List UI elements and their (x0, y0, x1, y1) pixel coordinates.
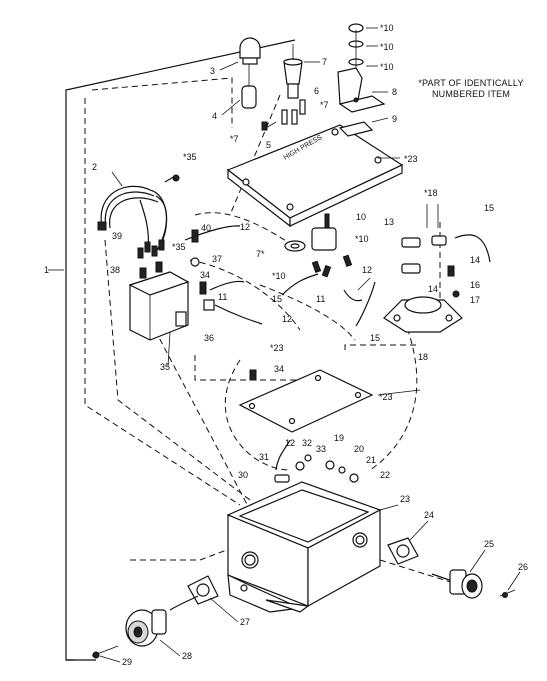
callout-6: 6 (314, 86, 319, 96)
callout-28: 28 (182, 651, 192, 661)
terminal-lugs (262, 100, 305, 130)
callout-7d: 7* (256, 249, 265, 259)
callout-20: 20 (354, 444, 364, 454)
callout-12a: 12 (240, 222, 250, 232)
callout-11b: 11 (316, 294, 325, 304)
callout-13: 13 (384, 217, 394, 227)
callout-4: 4 (212, 111, 217, 121)
callout-35b: *35 (172, 242, 186, 252)
callout-10c: *10 (380, 62, 394, 72)
callout-7a: 7 (322, 57, 327, 67)
callout-23a: *23 (404, 154, 418, 164)
callout-26: 26 (518, 562, 528, 572)
callout-37: 37 (212, 254, 222, 264)
switch-body (284, 44, 302, 98)
callout-34b: 34 (274, 364, 284, 374)
callout-12d: 12 (285, 438, 295, 448)
callout-35a: *35 (183, 152, 197, 162)
callout-35c: 35 (160, 362, 170, 372)
callout-8: 8 (392, 87, 397, 97)
callout-16: 16 (470, 280, 480, 290)
connector-right (432, 570, 515, 598)
callout-17: 17 (470, 295, 480, 305)
callout-10d: 10 (356, 212, 366, 222)
callout-19: 19 (334, 433, 344, 443)
indicator-lamp (240, 38, 260, 108)
callout-39: 39 (112, 231, 122, 241)
relay (130, 262, 188, 340)
gasket-right (388, 538, 418, 564)
callout-9: 9 (392, 114, 397, 124)
callout-23c: *23 (379, 392, 393, 402)
left-hoses (185, 226, 262, 324)
callout-1: 1 (44, 265, 49, 275)
mounting-bracket (338, 68, 384, 112)
callout-24: 24 (424, 510, 434, 520)
callout-7c: *7 (320, 100, 329, 110)
callout-10a: *10 (380, 23, 394, 33)
callout-23b: *23 (270, 343, 284, 353)
callout-12c: 12 (282, 314, 292, 324)
callout-33: 33 (316, 444, 326, 454)
hardware-stack-10 (349, 24, 363, 75)
callout-27: 27 (240, 617, 250, 627)
callout-3: 3 (210, 66, 215, 76)
callout-14a: 14 (470, 255, 480, 265)
callout-38: 38 (110, 265, 120, 275)
callout-10f: *10 (272, 271, 286, 281)
top-cover-plate: HIGH PRESS (228, 125, 402, 226)
callout-15b: 15 (272, 294, 282, 304)
callout-40: 40 (201, 223, 211, 233)
callout-23d: 23 (400, 494, 410, 504)
callout-15c: 15 (370, 333, 380, 343)
callout-21: 21 (366, 455, 376, 465)
callout-22: 22 (380, 470, 390, 480)
callout-25: 25 (484, 539, 494, 549)
callout-30: 30 (238, 470, 248, 480)
wiring-harness (98, 175, 179, 258)
callout-18a: *18 (424, 188, 438, 198)
callout-12b: 12 (362, 265, 372, 275)
callout-34a: 34 (200, 270, 210, 280)
enclosure-box (228, 482, 380, 612)
callout-7b: *7 (230, 134, 239, 144)
callout-10b: *10 (380, 42, 394, 52)
callout-2: 2 (92, 162, 97, 172)
callout-5: 5 (266, 140, 271, 150)
callout-15a: 15 (484, 203, 494, 213)
callout-31: 31 (259, 452, 269, 462)
callout-32: 32 (302, 438, 312, 448)
callout-29: 29 (122, 657, 132, 667)
gauge-housing (384, 297, 462, 332)
callout-36: 36 (204, 333, 214, 343)
callout-14b: 14 (428, 284, 438, 294)
callout-10e: *10 (355, 234, 369, 244)
pressure-switch (282, 214, 362, 301)
connector-left (92, 596, 198, 658)
callout-11a: 11 (218, 292, 227, 302)
middle-mounting-plate (240, 370, 372, 432)
callout-18b: 18 (418, 352, 428, 362)
gasket-left (188, 576, 218, 604)
